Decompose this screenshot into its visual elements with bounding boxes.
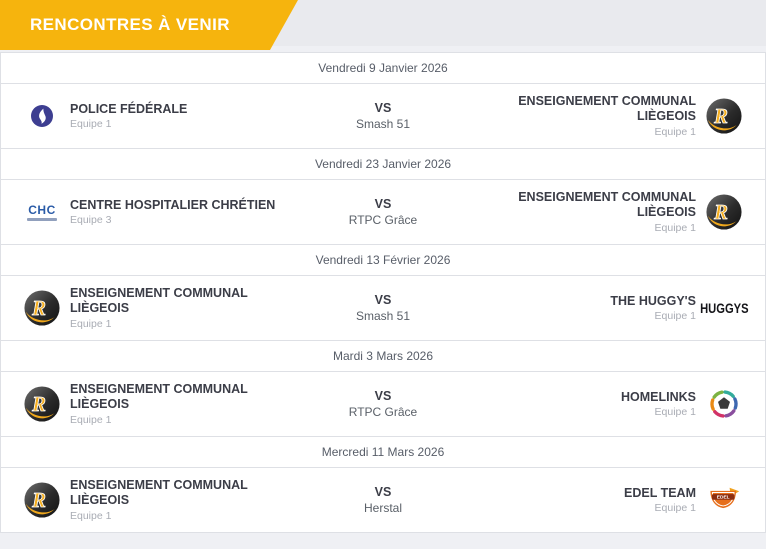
- ecl-logo-letter: R: [713, 106, 728, 128]
- match-center: VS RTPC Grâce: [288, 389, 478, 419]
- away-team-name: HOMELINKS: [621, 389, 696, 404]
- huggys-logo-text: HUGGYS: [699, 300, 749, 316]
- match-center: VS Smash 51: [288, 101, 478, 131]
- match-row[interactable]: R ENSEIGNEMENT COMMUNAL LIÈGEOIS Equipe …: [1, 276, 765, 341]
- enseignement-communal-liegeois-logo: R: [23, 386, 61, 422]
- vs-label: VS: [374, 389, 392, 403]
- ecl-logo-letter: R: [713, 202, 728, 224]
- home-team-name: CENTRE HOSPITALIER CHRÉTIEN: [70, 197, 276, 212]
- away-team: HOMELINKS Equipe 1: [478, 388, 743, 420]
- home-team-name: POLICE FÉDÉRALE: [70, 101, 188, 116]
- match-row[interactable]: CHC CENTRE HOSPITALIER CHRÉTIEN Equipe 3…: [1, 180, 765, 245]
- chc-logo-text: CHC: [28, 202, 56, 217]
- away-team-squad: Equipe 1: [654, 502, 696, 515]
- header-banner: RENCONTRES À VENIR: [0, 0, 298, 50]
- fixture-date: Vendredi 23 Janvier 2026: [1, 149, 765, 180]
- huggys-logo: HUGGYS: [700, 301, 749, 315]
- fixture-date: Vendredi 13 Février 2026: [1, 245, 765, 276]
- home-team: POLICE FÉDÉRALE Equipe 1: [23, 101, 288, 131]
- home-team: CHC CENTRE HOSPITALIER CHRÉTIEN Equipe 3: [23, 197, 288, 227]
- away-team-squad: Equipe 1: [654, 406, 696, 419]
- away-team-squad: Equipe 1: [654, 125, 696, 138]
- homelinks-logo: [705, 388, 743, 420]
- fixtures-list: Vendredi 9 Janvier 2026 POLICE FÉDÉRALE …: [0, 52, 766, 533]
- home-team-squad: Equipe 3: [70, 214, 112, 227]
- away-team-name: ENSEIGNEMENT COMMUNAL LIÈGEOIS: [518, 94, 696, 123]
- page-title: RENCONTRES À VENIR: [30, 15, 230, 34]
- venue-label: RTPC Grâce: [348, 405, 418, 419]
- home-team-name: ENSEIGNEMENT COMMUNAL LIÈGEOIS: [70, 382, 248, 411]
- away-team-name: THE HUGGY'S: [610, 293, 696, 308]
- home-team-name: ENSEIGNEMENT COMMUNAL LIÈGEOIS: [70, 286, 248, 315]
- fixture-date: Mercredi 11 Mars 2026: [1, 437, 765, 468]
- away-team-squad: Equipe 1: [654, 221, 696, 234]
- match-row[interactable]: R ENSEIGNEMENT COMMUNAL LIÈGEOIS Equipe …: [1, 372, 765, 437]
- home-team-squad: Equipe 1: [70, 118, 112, 131]
- enseignement-communal-liegeois-logo: R: [705, 98, 743, 134]
- away-team: ENSEIGNEMENT COMMUNAL LIÈGEOIS Equipe 1 …: [478, 94, 743, 138]
- home-team-name: ENSEIGNEMENT COMMUNAL LIÈGEOIS: [70, 478, 248, 507]
- vs-label: VS: [374, 293, 392, 307]
- venue-label: Smash 51: [355, 117, 411, 131]
- chc-logo-tagline: [27, 217, 57, 221]
- home-team-squad: Equipe 1: [70, 413, 112, 426]
- ecl-logo-letter: R: [31, 298, 46, 320]
- fixture-date: Mardi 3 Mars 2026: [1, 341, 765, 372]
- away-team-name: ENSEIGNEMENT COMMUNAL LIÈGEOIS: [518, 190, 696, 219]
- venue-label: Smash 51: [355, 309, 411, 323]
- home-team-squad: Equipe 1: [70, 317, 112, 330]
- widget-header: RENCONTRES À VENIR: [0, 0, 766, 50]
- vs-label: VS: [374, 485, 392, 499]
- away-team: THE HUGGY'S Equipe 1 HUGGYS: [478, 293, 749, 323]
- match-center: VS RTPC Grâce: [288, 197, 478, 227]
- enseignement-communal-liegeois-logo: R: [705, 194, 743, 230]
- away-team-squad: Equipe 1: [654, 310, 696, 323]
- vs-label: VS: [374, 101, 392, 115]
- fixture-date: Vendredi 9 Janvier 2026: [1, 53, 765, 84]
- home-team-squad: Equipe 1: [70, 509, 112, 522]
- police-federale-logo: [23, 105, 61, 127]
- ecl-logo-letter: R: [31, 394, 46, 416]
- match-center: VS Smash 51: [288, 293, 478, 323]
- match-center: VS Herstal: [288, 485, 478, 515]
- home-team: R ENSEIGNEMENT COMMUNAL LIÈGEOIS Equipe …: [23, 478, 288, 522]
- ecl-logo-letter: R: [31, 490, 46, 512]
- away-team-name: EDEL TEAM: [624, 485, 696, 500]
- venue-label: RTPC Grâce: [348, 213, 418, 227]
- match-row[interactable]: R ENSEIGNEMENT COMMUNAL LIÈGEOIS Equipe …: [1, 468, 765, 533]
- enseignement-communal-liegeois-logo: R: [23, 290, 61, 326]
- edel-logo-text: EDEL: [717, 494, 730, 500]
- vs-label: VS: [374, 197, 392, 211]
- chc-logo: CHC: [23, 204, 61, 221]
- match-row[interactable]: POLICE FÉDÉRALE Equipe 1 VS Smash 51 ENS…: [1, 84, 765, 149]
- enseignement-communal-liegeois-logo: R: [23, 482, 61, 518]
- edel-team-logo: EDEL: [705, 486, 743, 515]
- venue-label: Herstal: [363, 501, 402, 515]
- away-team: ENSEIGNEMENT COMMUNAL LIÈGEOIS Equipe 1 …: [478, 190, 743, 234]
- home-team: R ENSEIGNEMENT COMMUNAL LIÈGEOIS Equipe …: [23, 286, 288, 330]
- home-team: R ENSEIGNEMENT COMMUNAL LIÈGEOIS Equipe …: [23, 382, 288, 426]
- away-team: EDEL TEAM Equipe 1 EDEL: [478, 486, 743, 515]
